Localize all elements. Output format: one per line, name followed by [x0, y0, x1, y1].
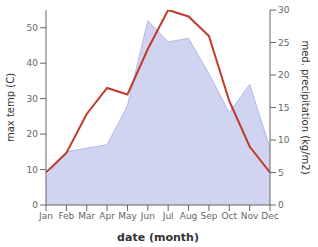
svg-text:5: 5	[278, 168, 284, 178]
svg-text:Mar: Mar	[78, 211, 95, 221]
svg-text:med. precipitation (kg/m2): med. precipitation (kg/m2)	[300, 40, 310, 174]
svg-text:20: 20	[27, 129, 39, 139]
svg-text:May: May	[118, 211, 137, 221]
svg-text:30: 30	[278, 5, 290, 15]
svg-text:Jul: Jul	[162, 211, 174, 221]
svg-text:50: 50	[27, 23, 39, 33]
svg-text:30: 30	[27, 94, 39, 104]
svg-text:20: 20	[278, 70, 290, 80]
svg-text:Sep: Sep	[200, 211, 217, 221]
svg-text:10: 10	[278, 135, 290, 145]
svg-text:15: 15	[278, 103, 289, 113]
svg-text:Dec: Dec	[261, 211, 278, 221]
svg-text:Jun: Jun	[140, 211, 155, 221]
svg-text:Apr: Apr	[99, 211, 115, 221]
svg-text:0: 0	[32, 200, 38, 210]
svg-text:40: 40	[27, 58, 39, 68]
svg-text:Aug: Aug	[180, 211, 198, 221]
svg-text:10: 10	[27, 165, 39, 175]
svg-text:Jan: Jan	[38, 211, 53, 221]
svg-text:25: 25	[278, 38, 289, 48]
svg-text:Nov: Nov	[241, 211, 259, 221]
svg-text:max temp (C): max temp (C)	[8, 73, 16, 142]
svg-text:0: 0	[278, 200, 284, 210]
svg-text:date (month): date (month)	[117, 231, 199, 244]
svg-text:Oct: Oct	[221, 211, 237, 221]
svg-text:Feb: Feb	[58, 211, 74, 221]
